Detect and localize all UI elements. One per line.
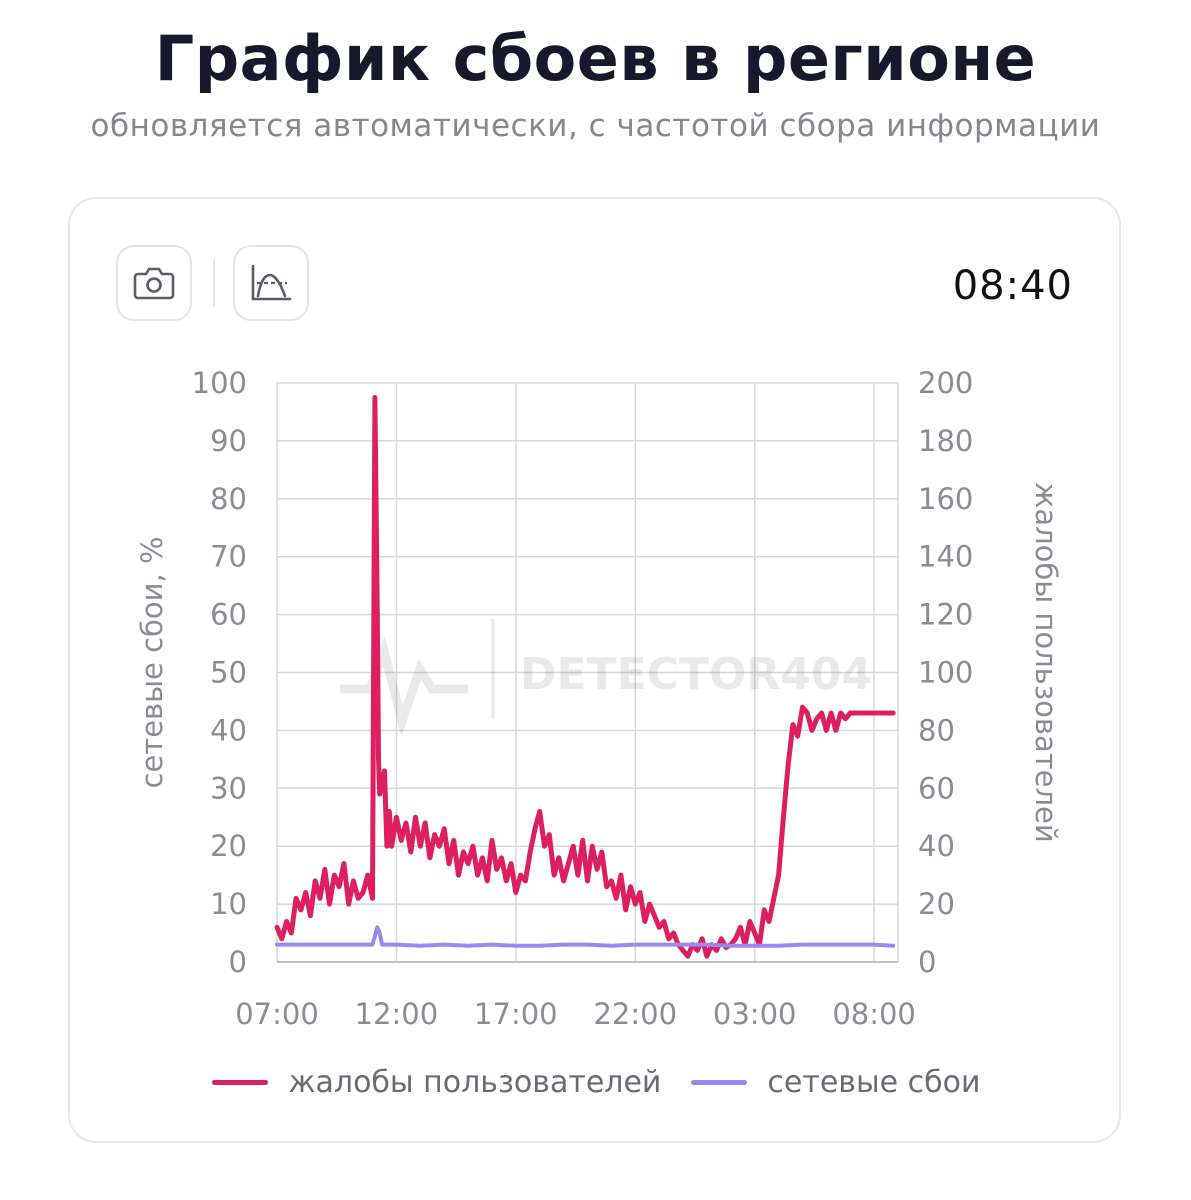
y-right-tick-label: 120 bbox=[918, 598, 973, 632]
y-left-tick-label: 90 bbox=[210, 424, 247, 458]
chart-legend: жалобы пользователей сетевые сбои bbox=[70, 1065, 1123, 1100]
chart-mode-button[interactable] bbox=[233, 245, 309, 321]
watermark: DETECTOR404 bbox=[340, 619, 872, 737]
x-tick-label: 07:00 bbox=[235, 997, 319, 1031]
page-title: График сбоев в регионе bbox=[154, 22, 1037, 95]
legend-label-network: сетевые сбои bbox=[767, 1065, 981, 1100]
y-left-tick-label: 60 bbox=[210, 598, 247, 632]
x-tick-label: 22:00 bbox=[593, 997, 677, 1031]
legend-item-network[interactable]: сетевые сбои bbox=[691, 1065, 981, 1100]
watermark-pulse-icon bbox=[340, 635, 468, 737]
x-tick-label: 12:00 bbox=[355, 997, 439, 1031]
y-left-tick-label: 100 bbox=[192, 366, 247, 400]
y-right-axis-title: жалобы пользователей bbox=[1029, 482, 1063, 843]
y-right-tick-label: 200 bbox=[918, 366, 973, 400]
camera-icon bbox=[133, 267, 175, 300]
y-left-tick-label: 50 bbox=[210, 656, 247, 690]
series-line-network bbox=[275, 925, 896, 948]
y-right-tick-label: 40 bbox=[918, 829, 955, 863]
page-subtitle: обновляется автоматически, с частотой сб… bbox=[90, 108, 1101, 144]
y-right-tick-label: 140 bbox=[918, 540, 973, 574]
y-right-tick-label: 180 bbox=[918, 424, 973, 458]
y-left-tick-label: 80 bbox=[210, 482, 247, 516]
chart-curve-icon bbox=[251, 264, 292, 301]
y-left-tick-label: 20 bbox=[210, 829, 247, 863]
chart-card: 08:40 DETECTOR404 0 10 20 30 40 50 60 70 80 90 100 0… bbox=[68, 197, 1121, 1143]
y-left-tick-label: 30 bbox=[210, 771, 247, 805]
y-left-tick-label: 40 bbox=[210, 713, 247, 747]
legend-swatch-complaints bbox=[212, 1080, 269, 1085]
y-left-axis-title: сетевые сбои, % bbox=[135, 537, 169, 789]
toolbar-divider bbox=[213, 259, 215, 307]
series-line-complaints bbox=[274, 395, 896, 959]
y-left-tick-label: 0 bbox=[229, 945, 247, 979]
x-tick-label: 17:00 bbox=[474, 997, 558, 1031]
y-right-tick-label: 60 bbox=[918, 771, 955, 805]
legend-item-complaints[interactable]: жалобы пользователей bbox=[212, 1065, 661, 1100]
y-right-tick-label: 20 bbox=[918, 887, 955, 921]
chart-area: DETECTOR404 0 10 20 30 40 50 60 70 80 90 100 0 20 40 60… bbox=[135, 366, 1063, 1031]
y-right-tick-label: 160 bbox=[918, 482, 973, 516]
y-right-tick-label: 0 bbox=[918, 945, 936, 979]
x-tick-label: 03:00 bbox=[713, 997, 797, 1031]
y-right-tick-label: 80 bbox=[918, 713, 955, 747]
watermark-text: DETECTOR404 bbox=[520, 649, 872, 700]
x-tick-label: 08:00 bbox=[832, 997, 916, 1031]
y-left-tick-label: 70 bbox=[210, 540, 247, 574]
y-left-tick-label: 10 bbox=[210, 887, 247, 921]
screenshot-button[interactable] bbox=[116, 245, 192, 321]
legend-label-complaints: жалобы пользователей bbox=[288, 1065, 662, 1100]
clock-time: 08:40 bbox=[952, 263, 1073, 309]
legend-swatch-network bbox=[691, 1080, 748, 1085]
y-right-tick-label: 100 bbox=[918, 656, 973, 690]
